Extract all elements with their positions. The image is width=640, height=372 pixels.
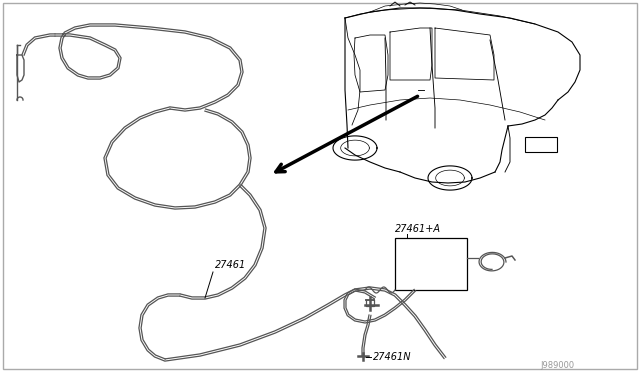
Text: 27461: 27461 — [215, 260, 246, 270]
Text: 27461+A: 27461+A — [395, 224, 441, 234]
Text: 27461N: 27461N — [373, 352, 412, 362]
Bar — [395, 238, 467, 290]
Text: J989000: J989000 — [541, 361, 575, 370]
Bar — [525, 137, 557, 152]
